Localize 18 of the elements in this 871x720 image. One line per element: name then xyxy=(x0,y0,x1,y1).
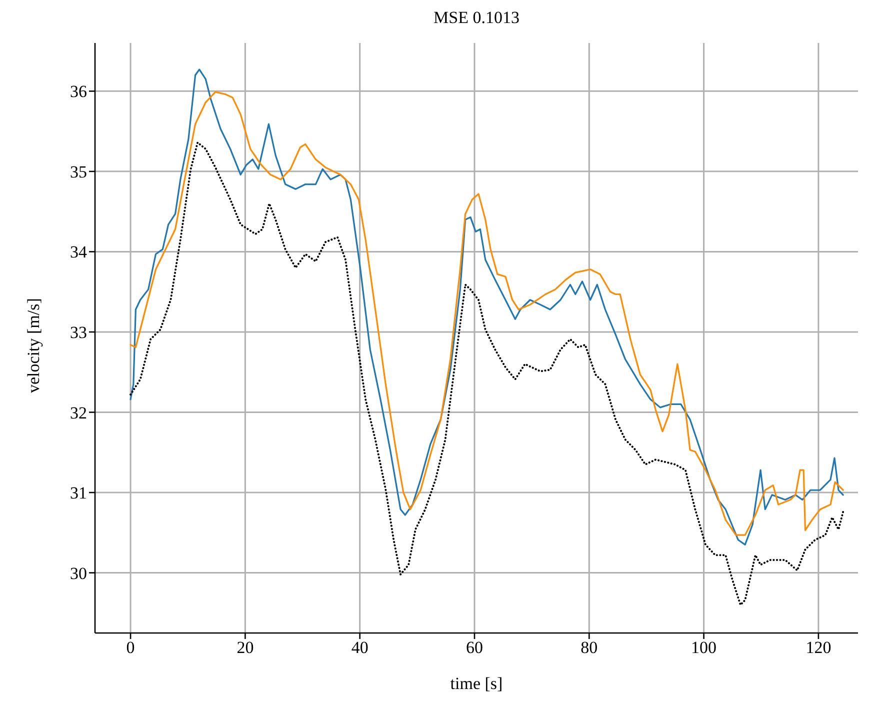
y-tick-label: 31 xyxy=(70,484,87,503)
y-tick-label: 34 xyxy=(70,242,88,262)
y-tick-label: 32 xyxy=(70,403,87,422)
line-series xyxy=(130,142,844,606)
x-tick-label: 40 xyxy=(351,638,368,658)
x-tick-label: 20 xyxy=(236,638,254,658)
y-tick-label: 35 xyxy=(70,162,87,182)
y-tick-label: 33 xyxy=(70,323,87,342)
x-tick-label: 100 xyxy=(691,638,717,658)
y-tick-label: 30 xyxy=(70,564,87,583)
x-tick-label: 60 xyxy=(466,638,483,658)
chart-title: MSE 0.1013 xyxy=(432,8,520,28)
x-axis-title: time [s] xyxy=(450,674,503,693)
x-tick-label: 120 xyxy=(806,638,832,658)
x-tick-label: 80 xyxy=(580,638,598,658)
y-tick-label: 36 xyxy=(70,82,87,102)
y-axis-title: velocity [m/s] xyxy=(24,298,44,393)
x-tick-label: 0 xyxy=(126,638,135,658)
